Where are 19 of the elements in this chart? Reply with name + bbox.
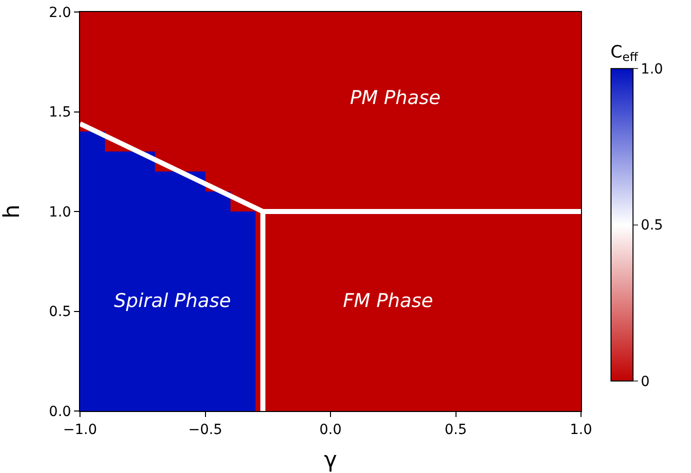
annotation: Spiral Phase	[114, 290, 231, 312]
y-tick-label: 1.5	[48, 104, 72, 121]
y-tick-label: 0.5	[48, 304, 72, 320]
x-tick-label: −0.5	[188, 422, 222, 438]
y-axis-title: h	[0, 204, 25, 218]
x-tick-label: 0.0	[319, 422, 342, 438]
y-tick-label: 0.0	[48, 404, 72, 420]
y-tick-label: 2.0	[48, 4, 72, 21]
x-axis-title: γ	[324, 448, 338, 473]
color-bar-label: 0.5	[640, 218, 664, 234]
color-bar-title: C$_{eff}$	[610, 42, 639, 64]
annotation: PM Phase	[350, 87, 441, 109]
x-tick-label: −1.0	[63, 422, 97, 438]
y-tick-label: 1.0	[48, 204, 72, 220]
color-bar-label: 0	[640, 374, 650, 390]
annotation: FM Phase	[343, 290, 434, 312]
color-bar-label: 1.0	[640, 61, 664, 78]
x-tick-label: 1.0	[570, 422, 592, 438]
x-tick-label: 0.5	[444, 422, 467, 438]
